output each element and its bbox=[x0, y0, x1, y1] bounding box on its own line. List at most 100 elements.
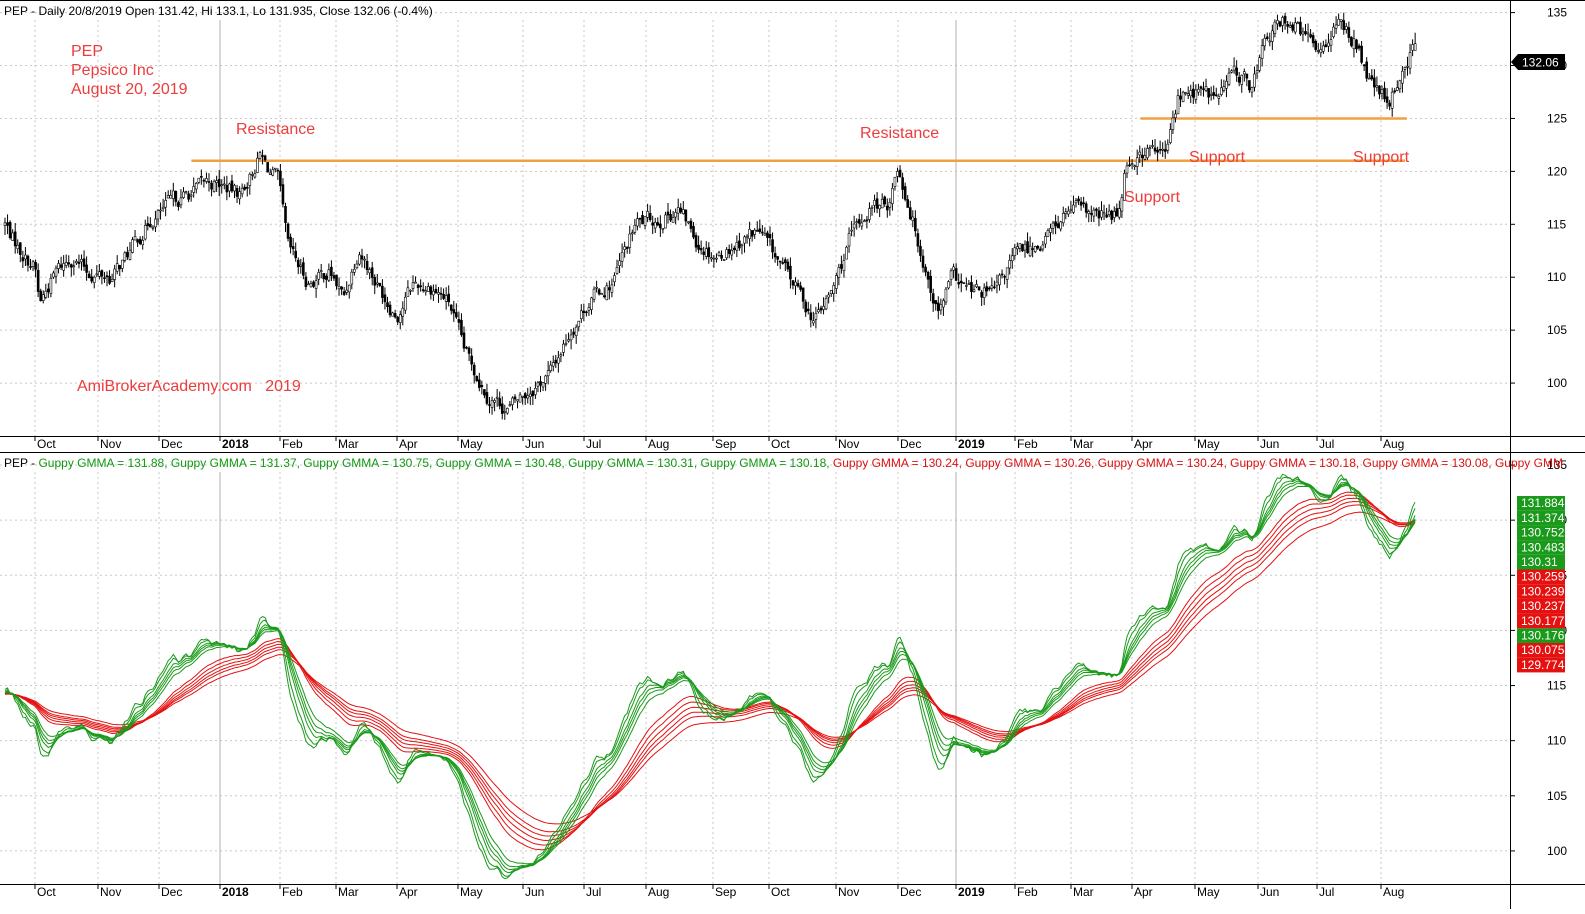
candle-body bbox=[1288, 25, 1292, 28]
candle-body bbox=[669, 214, 672, 221]
gmma-tag-box bbox=[1517, 510, 1565, 526]
price-pane[interactable]: 100105110115120125130135 OctNovDec2018Fe… bbox=[0, 4, 1567, 451]
candle-body bbox=[1230, 70, 1233, 73]
candle-body bbox=[1044, 236, 1047, 245]
candle-body bbox=[850, 229, 853, 232]
gmma-header-value: Guppy GMMA = 130.24, bbox=[833, 456, 965, 470]
candle-body bbox=[429, 286, 433, 295]
candle-body bbox=[829, 290, 833, 294]
candle-body bbox=[1306, 32, 1310, 35]
x-tick-label: May bbox=[1197, 885, 1220, 899]
candle-body bbox=[1008, 260, 1012, 269]
candle-body bbox=[365, 260, 369, 270]
candle-body bbox=[1248, 80, 1251, 91]
candle-body bbox=[406, 287, 410, 297]
gmma-tag-box bbox=[1517, 540, 1565, 555]
candle-body bbox=[840, 264, 843, 269]
candle-body bbox=[799, 285, 802, 290]
candle-body bbox=[712, 257, 716, 260]
x-tick-label: Jul bbox=[586, 437, 601, 451]
candle-body bbox=[1237, 76, 1241, 83]
candle-body bbox=[1360, 45, 1363, 63]
candle-body bbox=[880, 198, 884, 209]
y-tick-label: 110 bbox=[1547, 270, 1566, 284]
gmma-header-value: Guppy GMMA = 131.88, bbox=[38, 456, 170, 470]
x-tick-label: Apr bbox=[399, 437, 418, 451]
candle-body bbox=[791, 280, 795, 286]
candle-body bbox=[1268, 40, 1272, 43]
candle-body bbox=[59, 264, 63, 268]
candle-body bbox=[1260, 45, 1264, 59]
horizontal-levels[interactable] bbox=[191, 117, 1407, 163]
candle-body bbox=[636, 218, 639, 227]
candle-body bbox=[263, 155, 267, 161]
candle-body bbox=[447, 293, 451, 303]
candle-body bbox=[834, 275, 838, 289]
candle-body bbox=[562, 343, 565, 353]
candle-body bbox=[1141, 154, 1144, 159]
candle-body bbox=[85, 264, 88, 273]
candle-body bbox=[358, 254, 361, 265]
candle-body bbox=[625, 246, 629, 249]
candle-body bbox=[1286, 23, 1289, 27]
candle-body bbox=[926, 271, 930, 280]
candle-body bbox=[814, 313, 818, 320]
gmma-header-value: Guppy GMM bbox=[1495, 456, 1563, 470]
y-tick-label: 100 bbox=[1547, 844, 1567, 858]
gmma-pane[interactable]: 100105110115120125130135 OctNovDec2018Fe… bbox=[0, 456, 1567, 899]
candle-body bbox=[832, 285, 836, 294]
gmma-tag-box bbox=[1517, 496, 1565, 511]
candle-body bbox=[508, 404, 512, 406]
candle-body bbox=[761, 231, 764, 234]
x-tick-label: Apr bbox=[399, 885, 418, 899]
candle-body bbox=[337, 285, 341, 290]
long-term-ema-line bbox=[4, 491, 1416, 851]
candle-body bbox=[105, 275, 109, 278]
candle-body bbox=[426, 286, 430, 292]
candle-body bbox=[136, 239, 139, 243]
candle-body bbox=[490, 400, 494, 408]
candle-body bbox=[307, 283, 310, 286]
candle-body bbox=[1209, 94, 1213, 96]
candle-body bbox=[893, 176, 897, 187]
candle-body bbox=[64, 262, 68, 266]
candle-body bbox=[1102, 212, 1106, 215]
candle-body bbox=[549, 364, 553, 371]
candle-body bbox=[26, 255, 30, 266]
candle-body bbox=[1207, 88, 1210, 98]
gmma-header-value: Guppy GMMA = 130.48, bbox=[436, 456, 568, 470]
candle-body bbox=[6, 222, 9, 226]
candle-body bbox=[503, 411, 507, 413]
candle-body bbox=[1077, 198, 1080, 202]
candle-body bbox=[511, 397, 514, 405]
gmma-tag-box bbox=[1517, 554, 1565, 570]
candle-body bbox=[534, 388, 537, 395]
candle-body bbox=[146, 223, 150, 226]
candle-body bbox=[197, 177, 201, 183]
candle-body bbox=[1240, 74, 1244, 85]
candle-body bbox=[398, 314, 402, 323]
candle-body bbox=[261, 155, 264, 157]
candle-body bbox=[812, 320, 815, 324]
gmma-tag-value: 130.237 bbox=[1521, 599, 1565, 613]
candle-body bbox=[205, 178, 208, 182]
candle-body bbox=[615, 267, 619, 274]
candle-body bbox=[806, 308, 810, 312]
candle-body bbox=[434, 288, 438, 293]
candle-body bbox=[1390, 91, 1394, 109]
price-grid bbox=[0, 12, 1510, 436]
candle-body bbox=[1276, 20, 1279, 25]
candle-body bbox=[1227, 72, 1231, 85]
candle-body bbox=[1123, 173, 1126, 201]
candle-body bbox=[600, 293, 604, 295]
candle-body bbox=[245, 186, 249, 189]
candle-body bbox=[1018, 243, 1022, 249]
price-y-axis: 100105110115120125130135 bbox=[1510, 6, 1567, 390]
candle-body bbox=[465, 347, 468, 349]
gmma-header-value: Guppy GMMA = 130.18, bbox=[701, 456, 833, 470]
candle-body bbox=[1253, 73, 1256, 88]
candle-body bbox=[110, 278, 114, 282]
x-tick-label: 2018 bbox=[222, 885, 249, 899]
